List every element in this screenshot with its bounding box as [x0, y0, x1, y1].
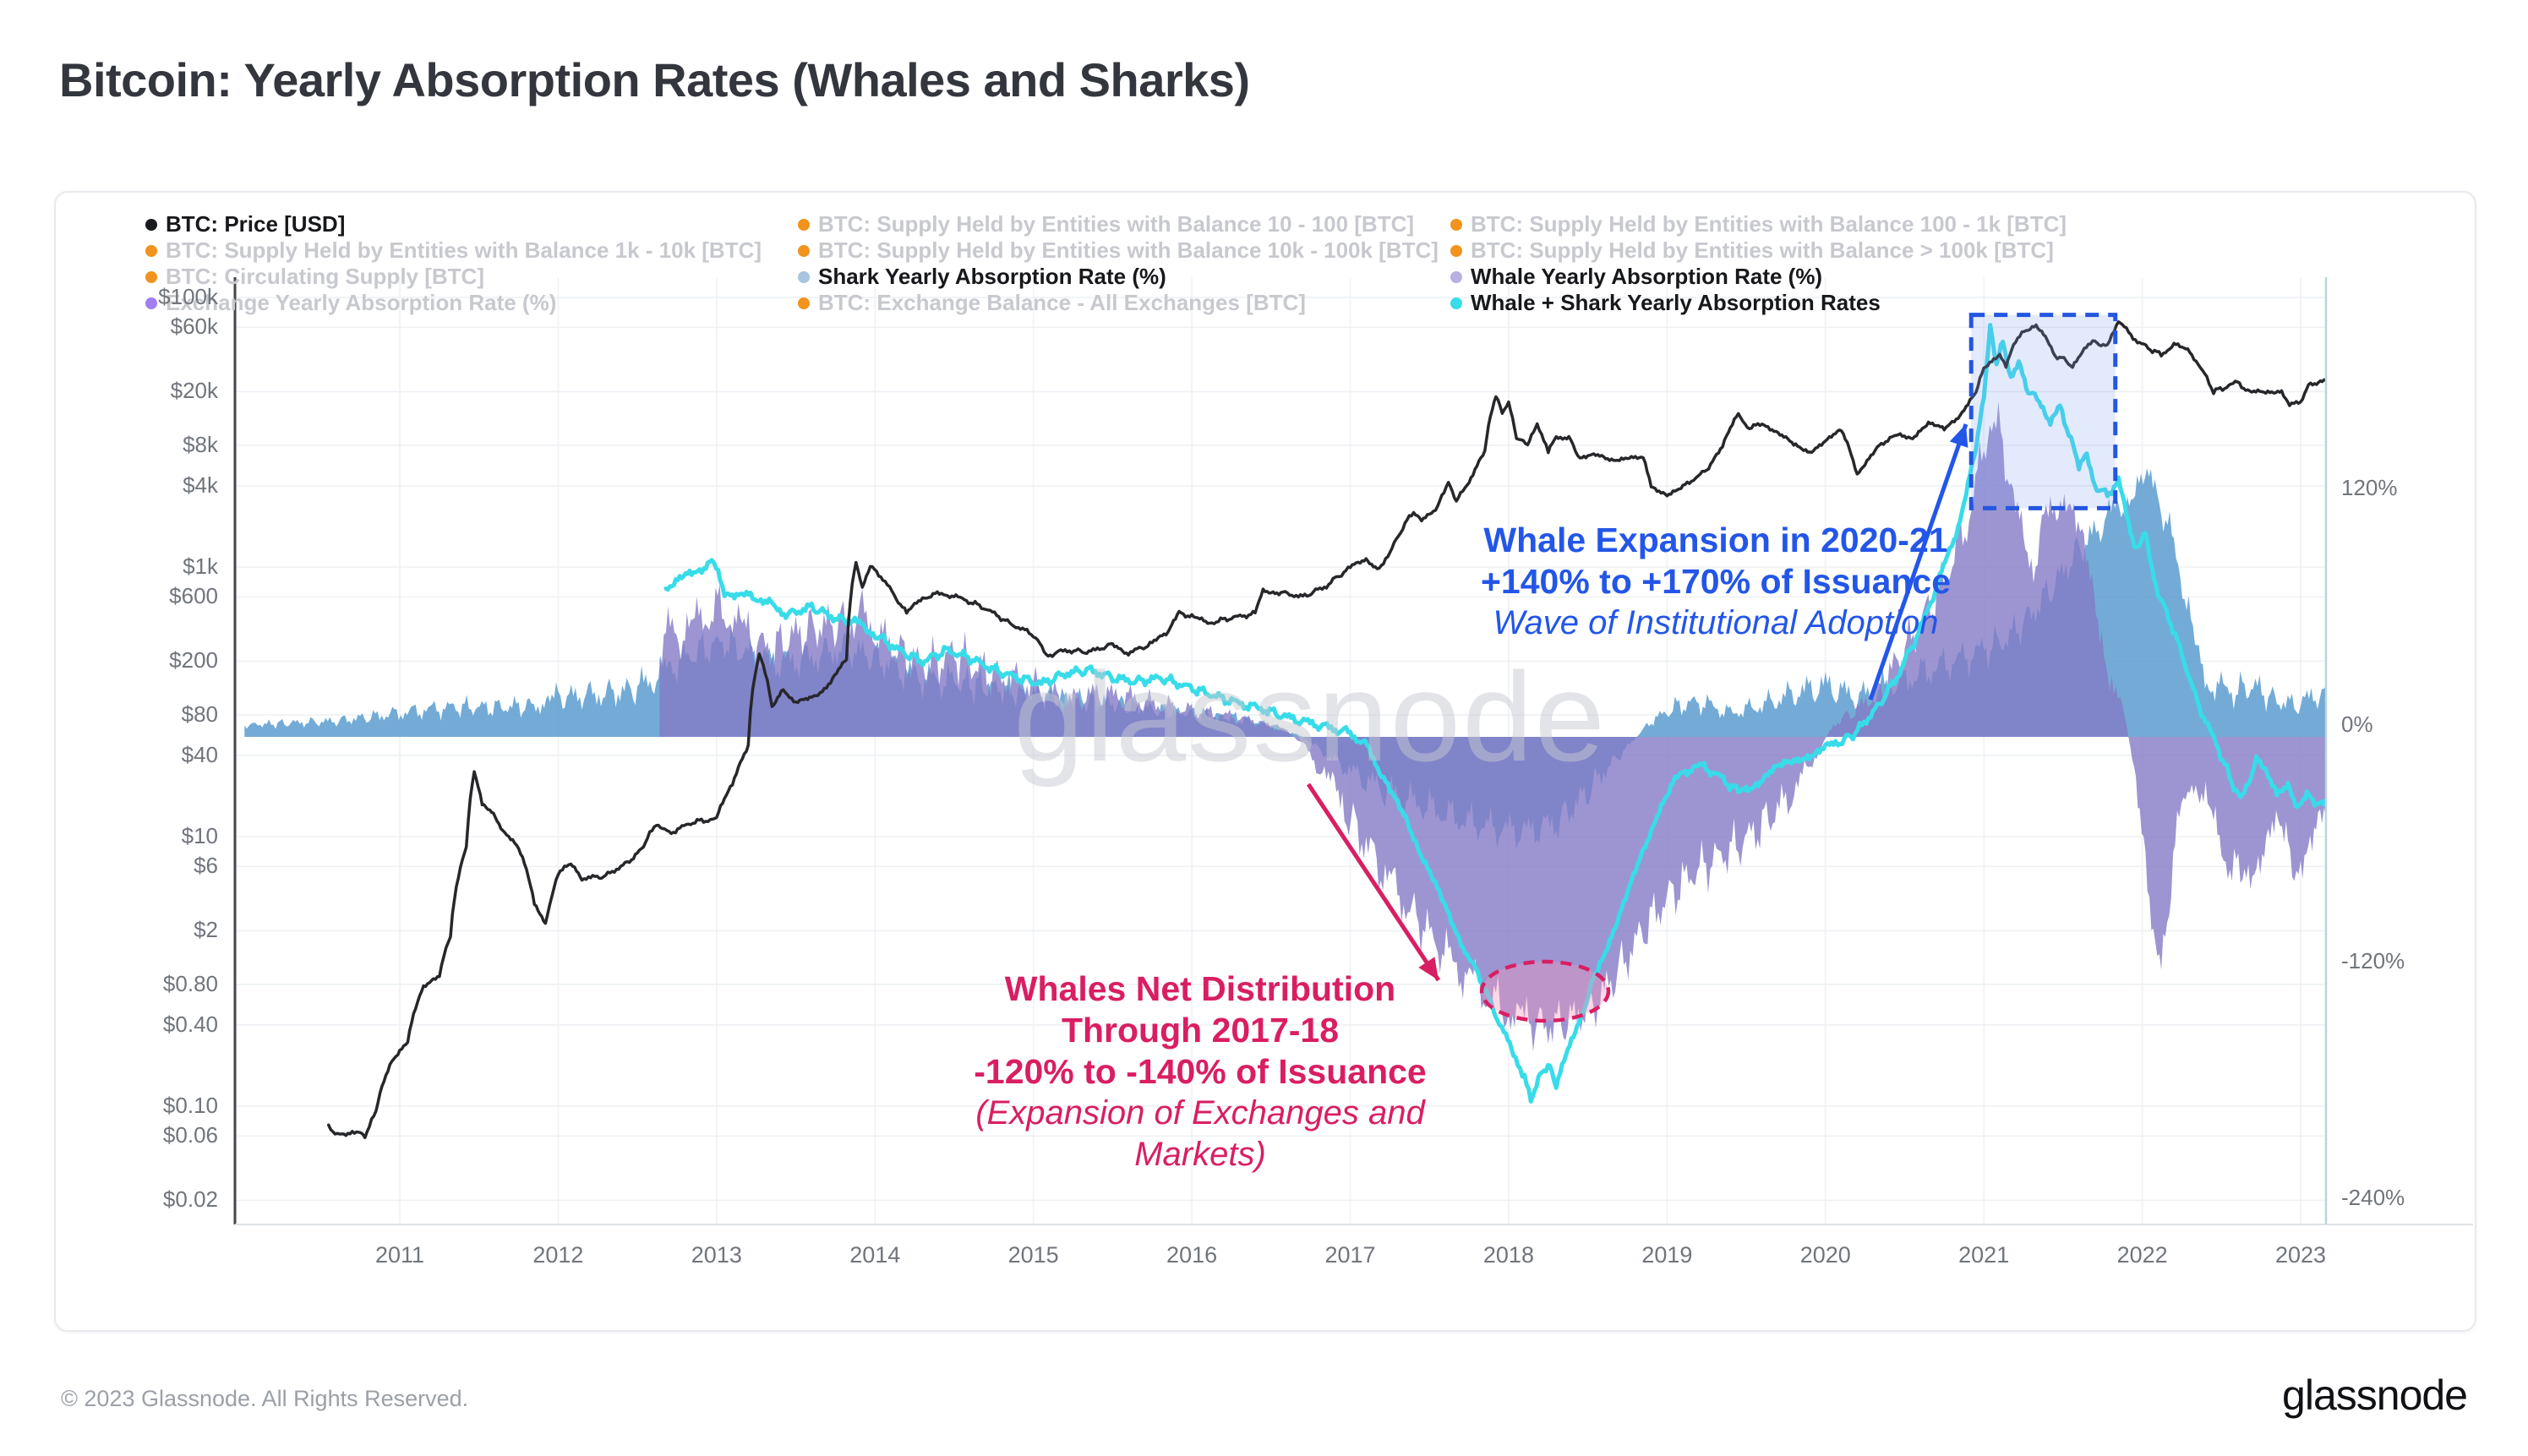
legend-item-label: Whale Yearly Absorption Rate (%) — [1471, 264, 1823, 289]
legend-dot-icon — [1450, 297, 1462, 309]
legend-item-label: Shark Yearly Absorption Rate (%) — [818, 264, 1166, 289]
annotation-line: (Expansion of Exchanges and Markets) — [975, 1094, 1425, 1173]
legend-item-btc-exchange-balance-all-exchanges-btc-[interactable]: BTC: Exchange Balance - All Exchanges [B… — [798, 290, 1439, 316]
price-tick-9: $40 — [181, 741, 218, 767]
legend-item-btc-circulating-supply-btc-[interactable]: BTC: Circulating Supply [BTC] — [145, 264, 762, 290]
price-tick-1: $60k — [170, 314, 218, 340]
legend-item-label: BTC: Circulating Supply [BTC] — [166, 264, 484, 289]
price-tick-11: $6 — [194, 853, 218, 879]
year-tick-2021: 2021 — [1958, 1242, 2010, 1268]
legend-item-btc-price-usd-[interactable]: BTC: Price [USD] — [145, 211, 762, 237]
legend-item-btc-supply-held-by-entities-with-balance[interactable]: BTC: Supply Held by Entities with Balanc… — [145, 237, 762, 264]
footer-copyright: © 2023 Glassnode. All Rights Reserved. — [61, 1386, 469, 1411]
price-tick-12: $2 — [194, 917, 218, 943]
year-tick-2017: 2017 — [1324, 1242, 1376, 1268]
legend-column-1: BTC: Price [USD] BTC: Supply Held by Enti… — [145, 211, 762, 316]
legend-dot-icon — [798, 297, 810, 309]
price-tick-3: $8k — [183, 431, 218, 457]
year-tick-2015: 2015 — [1007, 1242, 1059, 1268]
legend-column-3: BTC: Supply Held by Entities with Balanc… — [1450, 211, 2067, 316]
legend-column-2: BTC: Supply Held by Entities with Balanc… — [798, 211, 1439, 316]
pct-tick-3: -240% — [2341, 1184, 2405, 1210]
legend-item-label: BTC: Supply Held by Entities with Balanc… — [166, 237, 762, 263]
annotation-whale-expansion: Whale Expansion in 2020-21 +140% to +170%… — [1437, 520, 1995, 644]
legend-item-label: Whale + Shark Yearly Absorption Rates — [1471, 290, 1881, 315]
price-tick-16: $0.06 — [162, 1122, 218, 1148]
price-tick-10: $10 — [181, 823, 218, 848]
page-title: Bitcoin: Yearly Absorption Rates (Whales… — [59, 53, 1250, 106]
year-tick-2013: 2013 — [691, 1242, 742, 1268]
price-tick-2: $20k — [170, 378, 218, 404]
legend-item-whale-yearly-absorption-rate-[interactable]: Whale Yearly Absorption Rate (%) — [1450, 264, 2067, 290]
annotation-line: -120% to -140% of Issuance — [974, 1052, 1427, 1091]
legend-item-label: BTC: Supply Held by Entities with Balanc… — [818, 237, 1439, 263]
legend-item-btc-supply-held-by-entities-with-balance[interactable]: BTC: Supply Held by Entities with Balanc… — [1450, 237, 2067, 264]
year-tick-2011: 2011 — [374, 1242, 425, 1268]
price-tick-14: $0.40 — [162, 1011, 218, 1037]
legend-item-exchange-yearly-absorption-rate-[interactable]: Exchange Yearly Absorption Rate (%) — [145, 290, 762, 316]
year-tick-2018: 2018 — [1482, 1242, 1534, 1268]
legend-dot-icon — [145, 297, 157, 309]
year-tick-2019: 2019 — [1641, 1242, 1693, 1268]
price-tick-5: $1k — [183, 553, 218, 579]
legend-item-label: BTC: Supply Held by Entities with Balanc… — [1471, 211, 2067, 237]
legend-dot-icon — [798, 218, 810, 231]
watermark-glassnode: glassnode — [1013, 646, 1607, 788]
legend-dot-icon — [145, 244, 157, 257]
annotation-line: Through 2017-18 — [1061, 1011, 1340, 1050]
legend-item-label: BTC: Price [USD] — [166, 211, 346, 237]
legend-dot-icon — [798, 270, 810, 283]
legend-item-shark-yearly-absorption-rate-[interactable]: Shark Yearly Absorption Rate (%) — [798, 264, 1439, 290]
year-tick-2012: 2012 — [532, 1242, 584, 1268]
legend-item-btc-supply-held-by-entities-with-balance[interactable]: BTC: Supply Held by Entities with Balanc… — [1450, 211, 2067, 237]
legend-item-label: Exchange Yearly Absorption Rate (%) — [166, 290, 557, 315]
year-tick-2023: 2023 — [2274, 1242, 2327, 1268]
price-tick-17: $0.02 — [162, 1186, 218, 1213]
legend-dot-icon — [1450, 218, 1462, 231]
legend-item-btc-supply-held-by-entities-with-balance[interactable]: BTC: Supply Held by Entities with Balanc… — [798, 211, 1439, 237]
price-tick-8: $80 — [181, 701, 218, 727]
price-tick-0: $100k — [158, 284, 218, 309]
price-tick-6: $600 — [169, 583, 218, 609]
year-tick-2014: 2014 — [849, 1242, 901, 1268]
pct-tick-0: 120% — [2341, 475, 2398, 500]
footer-brand-wordmark: glassnode — [2282, 1371, 2468, 1419]
annotation-line: Whales Net Distribution — [1004, 969, 1396, 1008]
legend-item-label: BTC: Exchange Balance - All Exchanges [B… — [818, 290, 1306, 315]
year-tick-2020: 2020 — [1799, 1242, 1851, 1268]
legend-item-label: BTC: Supply Held by Entities with Balanc… — [1471, 237, 2054, 263]
pct-tick-2: -120% — [2341, 947, 2405, 973]
annotation-whales-net-distribution: Whales Net Distribution Through 2017-18 -1… — [909, 968, 1492, 1175]
year-tick-2022: 2022 — [2116, 1242, 2168, 1268]
annotation-line: Wave of Institutional Adoption — [1493, 604, 1939, 641]
legend-dot-icon — [798, 244, 810, 257]
year-tick-2016: 2016 — [1166, 1242, 1218, 1268]
legend-dot-icon — [1450, 270, 1462, 283]
legend-item-whale-shark-yearly-absorption-rates[interactable]: Whale + Shark Yearly Absorption Rates — [1450, 290, 2067, 316]
legend-dot-icon — [145, 270, 157, 283]
legend-item-btc-supply-held-by-entities-with-balance[interactable]: BTC: Supply Held by Entities with Balanc… — [798, 237, 1439, 264]
price-tick-15: $0.10 — [162, 1093, 218, 1118]
pct-tick-1: 0% — [2341, 712, 2373, 737]
price-tick-4: $4k — [183, 472, 218, 498]
legend-dot-icon — [1450, 244, 1462, 257]
annotation-line: +140% to +170% of Issuance — [1480, 562, 1952, 601]
legend-dot-icon — [145, 218, 157, 231]
legend-item-label: BTC: Supply Held by Entities with Balanc… — [818, 211, 1415, 237]
price-tick-7: $200 — [169, 647, 218, 673]
price-tick-13: $0.80 — [162, 970, 218, 996]
annotation-line: Whale Expansion in 2020-21 — [1483, 521, 1948, 559]
